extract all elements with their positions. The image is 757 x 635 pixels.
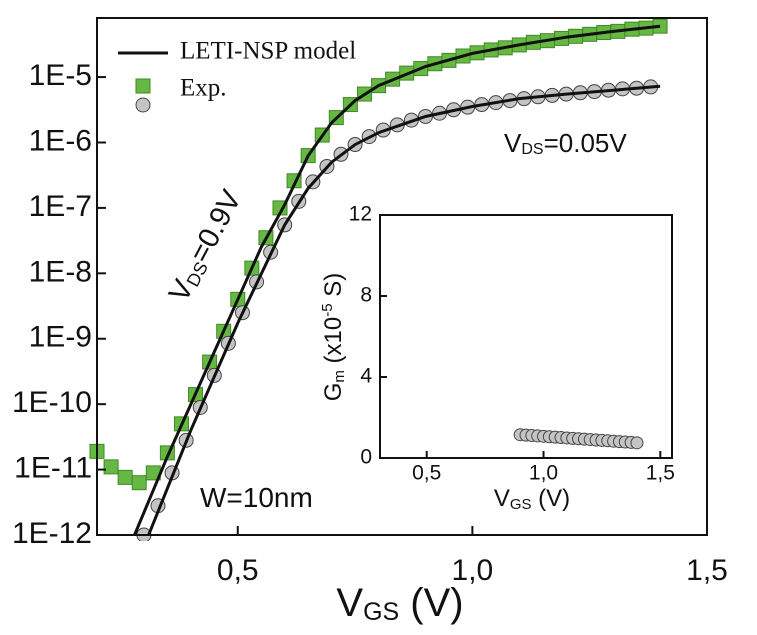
annotation-part: =0.9V [184,184,249,267]
inset-x-axis-label: VGS (V) [494,485,570,512]
legend-marker-square [135,78,151,94]
inset-y-axis-label-part: S) [320,273,347,304]
y-tick-label: 0 [360,446,372,469]
inset-x-axis-label-part: (V) [532,485,571,512]
x-tick-label: 1,5 [646,462,675,485]
x-tick-label: 0,5 [217,554,259,587]
inset-y-axis-label-part: G [320,383,347,402]
y-tick-label: 1E-8 [29,255,92,288]
marker-circle [630,436,644,450]
inset-y-axis-label-part: m [331,370,348,383]
marker-square [117,469,133,485]
marker-square [103,459,119,475]
y-tick-label: 1E-12 [12,517,92,550]
legend-label: Exp. [180,75,227,102]
x-tick-label: 0,5 [412,462,441,485]
inset-x-axis-label-part: V [494,485,510,512]
annotation-part: =0.05V [544,128,628,158]
x-tick-label: 1,0 [529,462,558,485]
inset-background [380,215,672,458]
annotation-part: W=10nm [200,482,313,513]
annotation-part: V [504,128,522,158]
x-tick-label: 1,0 [452,554,494,587]
y-tick-label: 1E-6 [29,124,92,157]
plot-frame [96,17,708,536]
annotation: W=10nm [200,482,313,513]
y-tick-label: 8 [360,284,372,307]
y-tick-label: 4 [360,365,372,388]
x-tick-label: 1,5 [686,554,728,587]
x-axis-label-part: V [336,581,363,625]
inset-x-axis-label-part: GS [510,496,532,513]
y-tick-label: 1E-10 [12,386,92,419]
legend-label: LETI-NSP model [180,38,356,65]
legend-marker-circle [135,97,151,113]
y-tick-label: 12 [349,203,372,226]
x-axis-label-part: GS [363,598,399,626]
y-tick-label: 1E-9 [29,321,92,354]
inset-y-axis-label: Gm (x10-5 S) [319,273,348,402]
annotation-part: DS [521,141,543,158]
model-line [133,24,661,536]
inset-y-axis-label-part: (x10 [320,317,347,370]
marker-square [131,475,147,491]
y-tick-label: 1E-7 [29,190,92,223]
inset-y-axis-label-part: -5 [319,303,336,316]
plot-frame [379,214,673,459]
y-tick-label: 1E-11 [14,452,92,485]
x-axis-label: VGS (V) [336,581,463,626]
annotation: VDS=0.05V [504,128,627,158]
y-tick-label: 1E-5 [29,59,92,92]
annotation: VDS=0.9V [163,184,248,306]
x-axis-label-part: (V) [399,581,463,625]
model-line [147,84,661,536]
